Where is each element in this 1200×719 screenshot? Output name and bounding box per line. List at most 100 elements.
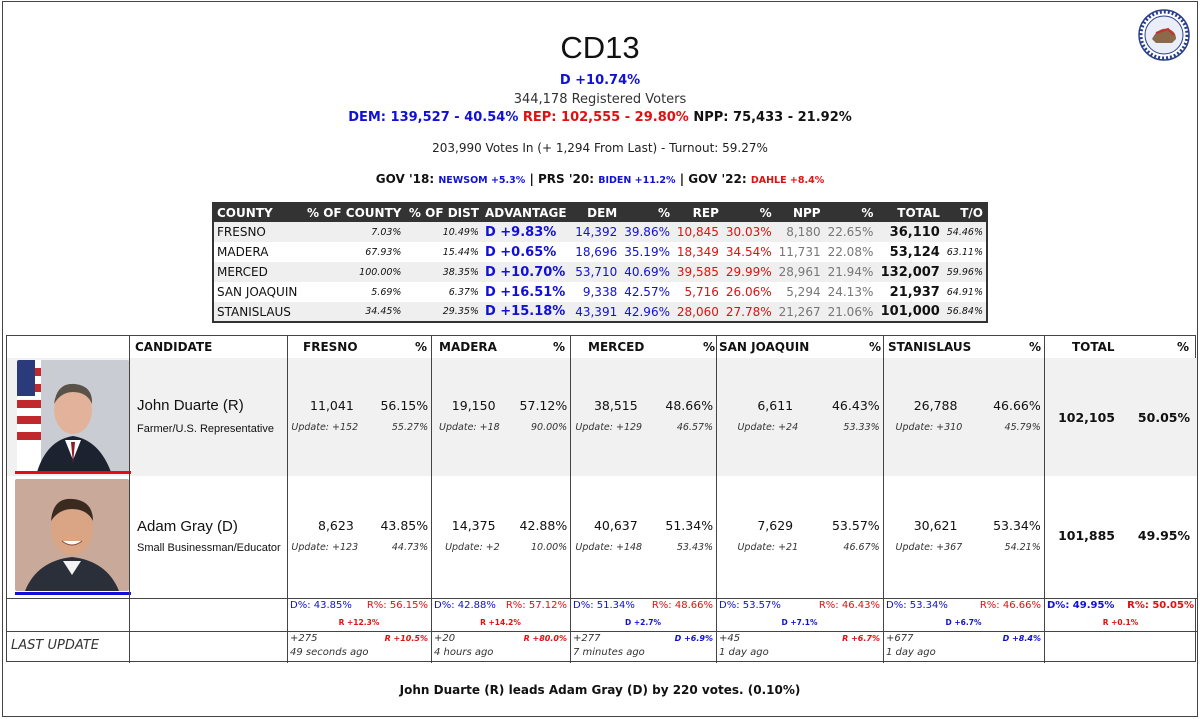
county-cell: 100.00% xyxy=(302,262,405,282)
update-count: +45 xyxy=(719,633,741,644)
col-npp-pct: % xyxy=(823,203,877,222)
column-divider xyxy=(287,336,288,663)
county-cell: STANISLAUS xyxy=(213,302,303,322)
update-swing: D +8.4% xyxy=(1002,634,1041,643)
header-pct: % xyxy=(703,340,716,354)
county-cell: 15.44% xyxy=(442,246,479,258)
county-pct: 48.66% xyxy=(665,398,714,413)
county-cell: 18,696 xyxy=(575,245,618,259)
candidate-occupation: Farmer/U.S. Representative xyxy=(137,423,274,435)
county-cell: MERCED xyxy=(213,262,303,282)
column-divider xyxy=(570,336,571,663)
column-divider xyxy=(716,336,717,663)
county-votes: 26,788 xyxy=(913,398,958,413)
county-cell: 5,294 xyxy=(786,285,821,299)
county-cell: 21.94% xyxy=(823,262,877,282)
col-county: COUNTY xyxy=(213,203,303,222)
header-pct: % xyxy=(415,340,428,354)
district-margin: D +10.74% xyxy=(559,73,641,88)
county-cell: 63.11% xyxy=(946,246,983,258)
county-row: SAN JOAQUIN 5.69% 6.37% D +16.51% 9,338 42.57… xyxy=(213,282,987,302)
county-cell: 28,060 xyxy=(672,302,722,322)
update-count: +20 xyxy=(434,633,456,644)
county-cell: 21,937 xyxy=(889,284,940,300)
county-cell: 43,391 xyxy=(571,302,621,322)
col-pct-dist: % OF DIST xyxy=(404,203,482,222)
county-pct: 42.88% xyxy=(519,518,568,533)
county-update: Update: +152 xyxy=(291,422,359,433)
county-cell: 39.86% xyxy=(620,222,673,242)
county-update-pct: 46.67% xyxy=(843,542,880,553)
county-update-pct: 55.27% xyxy=(391,422,429,433)
rep-pct: R%: 57.12% xyxy=(505,600,567,611)
county-advantage: D +6.7% xyxy=(945,618,982,627)
county-votes: 40,637 xyxy=(593,518,638,533)
county-advantage: R +12.3% xyxy=(338,618,380,627)
header-fresno: FRESNO xyxy=(303,340,358,354)
update-count: +277 xyxy=(573,633,601,644)
county-update-pct: 46.57% xyxy=(676,422,714,433)
county-cell: 42.57% xyxy=(624,285,670,299)
county-row: FRESNO 7.03% 10.49% D +9.83% 14,392 39.86% 10,… xyxy=(213,222,987,242)
county-cell: FRESNO xyxy=(213,222,303,242)
votes-in: 203,990 Votes In (+ 1,294 From Last) - T… xyxy=(432,141,768,155)
total-pct: 49.95% xyxy=(1137,528,1190,543)
page-title: CD13 xyxy=(560,30,640,65)
dem-pct: D%: 42.88% xyxy=(434,600,496,611)
county-cell: D +15.18% xyxy=(481,302,572,322)
prs20-label: | PRS '20: xyxy=(529,172,595,186)
npp-registration: NPP: 75,433 - 21.92% xyxy=(693,110,852,125)
county-advantage: D +7.1% xyxy=(781,618,818,627)
update-time-ago: 7 minutes ago xyxy=(573,647,645,658)
county-cell: 24.13% xyxy=(827,285,874,299)
county-table-header: COUNTY % OF COUNTY % OF DIST ADVANTAGE D… xyxy=(213,203,987,222)
col-rep: REP xyxy=(672,203,722,222)
col-dem-pct: % xyxy=(620,203,673,222)
total-votes: 101,885 xyxy=(1058,528,1115,543)
county-cell: D +10.70% xyxy=(481,262,572,282)
county-cell: D +9.83% xyxy=(481,222,572,242)
county-votes: 30,621 xyxy=(913,518,958,533)
total-pct: 50.05% xyxy=(1137,410,1190,425)
county-cell: 10,845 xyxy=(672,222,722,242)
county-table: COUNTY % OF COUNTY % OF DIST ADVANTAGE D… xyxy=(212,202,988,323)
column-divider xyxy=(883,336,884,663)
county-cell: 27.78% xyxy=(721,302,775,322)
county-cell: 39,585 xyxy=(672,262,722,282)
race-summary: John Duarte (R) leads Adam Gray (D) by 2… xyxy=(399,683,801,697)
county-cell: 8,180 xyxy=(774,222,824,242)
candidate-name: Adam Gray (D) xyxy=(137,518,238,535)
county-pct: 43.85% xyxy=(380,518,429,533)
county-advantage: D +2.7% xyxy=(625,618,661,627)
county-cell: 5,716 xyxy=(684,285,719,299)
column-divider xyxy=(129,336,130,663)
candidate-row-gray xyxy=(7,476,1197,598)
county-cell: 18,349 xyxy=(676,245,719,259)
rep-pct: R%: 56.15% xyxy=(366,600,428,611)
header-pct: % xyxy=(869,340,882,354)
county-cell: 6.37% xyxy=(448,286,479,298)
county-update-pct: 53.43% xyxy=(676,542,714,553)
county-cell: D +0.65% xyxy=(484,244,557,260)
county-votes: 14,375 xyxy=(451,518,496,533)
col-advantage: ADVANTAGE xyxy=(481,203,572,222)
update-time-ago: 4 hours ago xyxy=(434,647,494,658)
county-votes: 7,629 xyxy=(757,518,794,533)
county-cell: 40.69% xyxy=(620,262,673,282)
col-npp: NPP xyxy=(774,203,824,222)
county-update: Update: +123 xyxy=(291,542,359,553)
gov18-label: GOV '18: xyxy=(375,172,435,186)
column-divider xyxy=(1044,336,1045,663)
update-swing: D +6.9% xyxy=(674,634,713,643)
candidate-row-duarte xyxy=(7,358,1197,476)
gov22-value: DAHLE +8.4% xyxy=(750,175,825,186)
county-votes: 19,150 xyxy=(451,398,496,413)
divider xyxy=(7,598,1197,599)
county-votes: 6,611 xyxy=(757,398,794,413)
column-divider xyxy=(431,336,432,663)
county-pct: 46.43% xyxy=(831,398,880,413)
county-cell: 11,731 xyxy=(778,245,821,259)
county-cell: 30.03% xyxy=(721,222,775,242)
update-time-ago: 1 day ago xyxy=(886,647,936,658)
county-cell: 22.65% xyxy=(823,222,877,242)
